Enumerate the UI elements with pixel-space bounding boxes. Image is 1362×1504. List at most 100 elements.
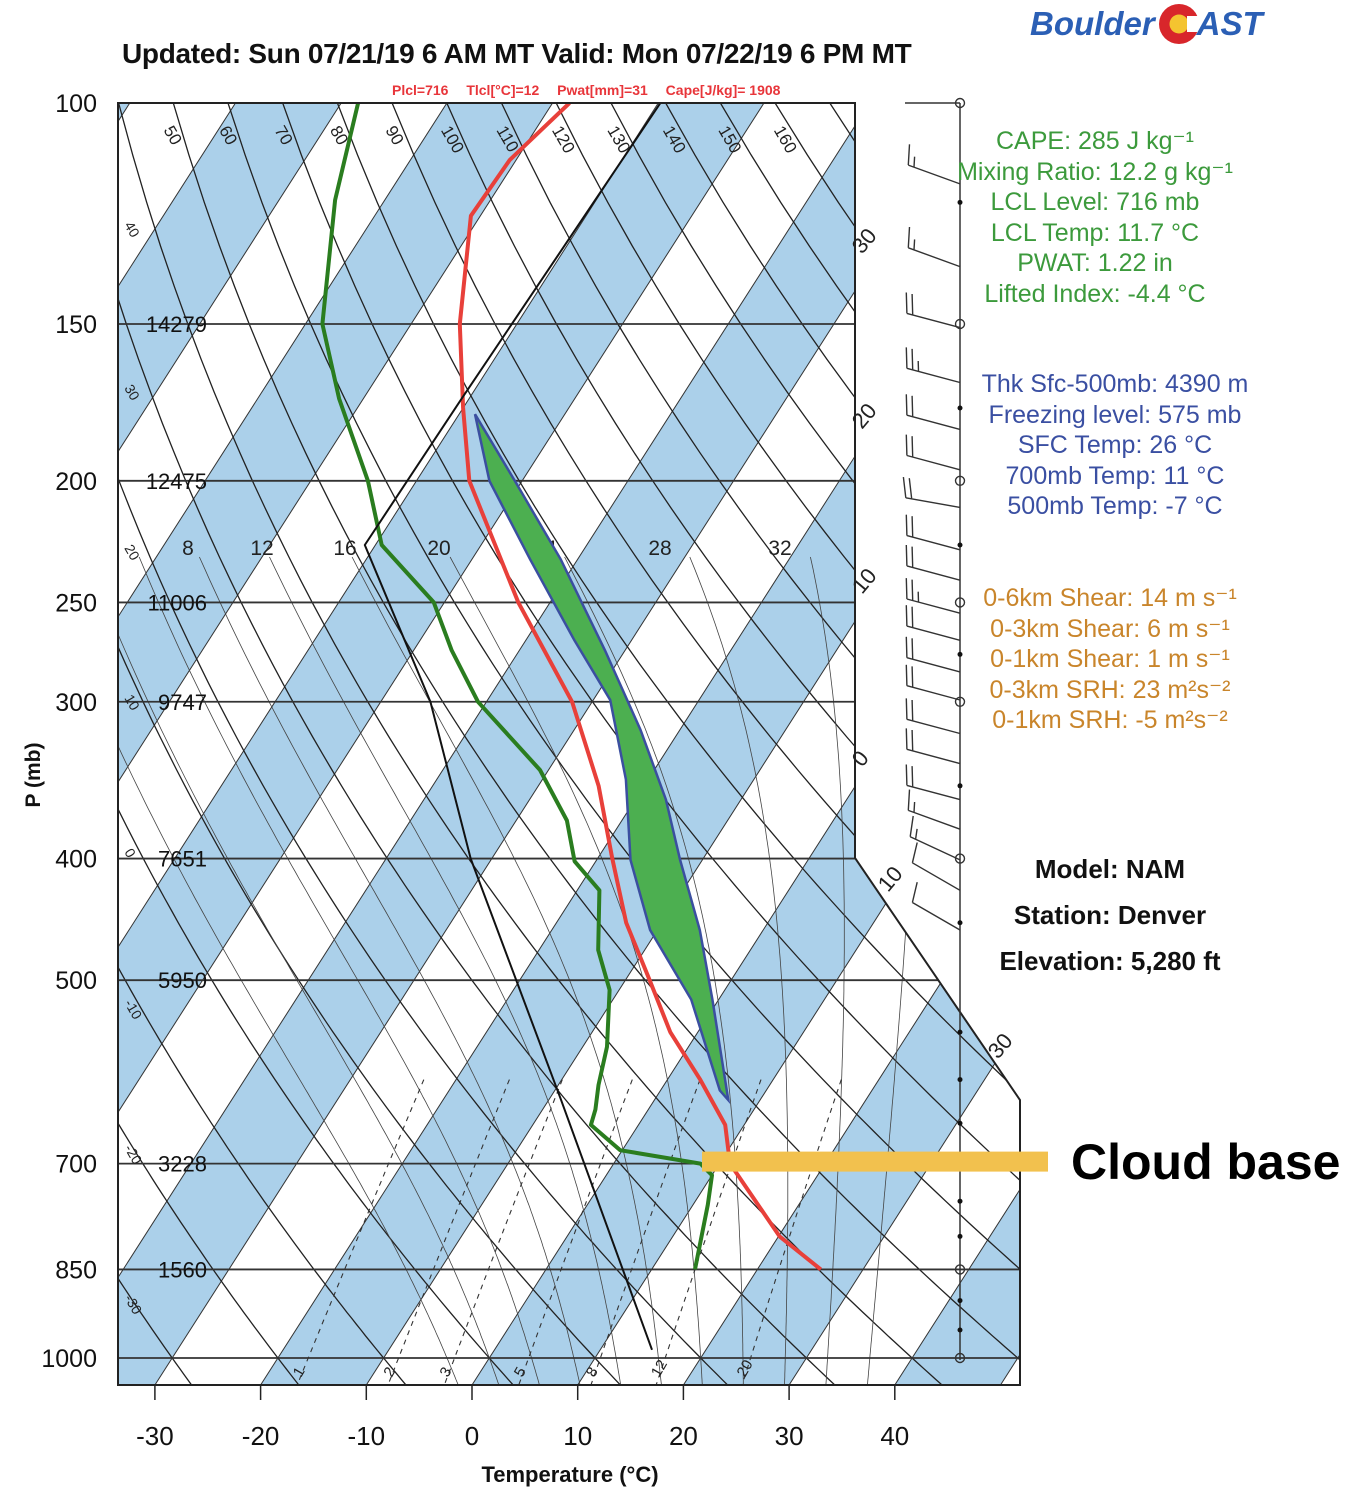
x-tick-label: 10 bbox=[563, 1421, 592, 1451]
pressure-tick-label: 500 bbox=[55, 967, 97, 995]
pressure-tick-label: 100 bbox=[55, 90, 97, 118]
wind-barb bbox=[905, 636, 961, 673]
x-tick-label: -20 bbox=[242, 1421, 280, 1451]
height-label: 3228 bbox=[158, 1152, 207, 1177]
wind-level-dot bbox=[957, 1298, 963, 1304]
moist-adiabat bbox=[351, 556, 663, 1385]
stat-shear-0-3: 0-3km Shear: 6 m s⁻¹ bbox=[990, 614, 1230, 643]
wind-barb bbox=[905, 664, 961, 701]
mixing-ratio-label: 3 bbox=[437, 1364, 456, 1380]
pressure-tick-label: 150 bbox=[55, 311, 97, 339]
pressure-tick-label: 1000 bbox=[41, 1345, 97, 1373]
dry-adiabat bbox=[118, 103, 626, 1385]
wind-level-dot bbox=[957, 199, 963, 205]
x-tick-label: -30 bbox=[136, 1421, 174, 1451]
stat-lcl-level: LCL Level: 716 mb bbox=[990, 188, 1200, 216]
x-tick-label: 40 bbox=[880, 1421, 909, 1451]
moist-adiabat bbox=[449, 556, 703, 1385]
isotherm-line bbox=[0, 103, 24, 1385]
wind-level-dot bbox=[957, 1198, 963, 1204]
isotherm-line bbox=[118, 103, 659, 1385]
moist-adiabat bbox=[199, 556, 582, 1385]
isotherm-band bbox=[118, 103, 976, 1385]
pressure-tick-label: 200 bbox=[55, 468, 97, 496]
wind-barb bbox=[905, 434, 961, 471]
height-label: 1560 bbox=[158, 1257, 207, 1282]
stat-freezing-level: Freezing level: 575 mb bbox=[988, 400, 1242, 429]
wind-level-circle bbox=[954, 475, 966, 486]
x-tick-label: 30 bbox=[775, 1421, 804, 1451]
wind-barb bbox=[905, 347, 961, 384]
isotherm-line bbox=[118, 103, 131, 1385]
mixing-ratio-line bbox=[740, 1079, 842, 1385]
height-label: 5950 bbox=[158, 968, 207, 993]
moist-adiabat bbox=[866, 556, 917, 1385]
chart-title: Updated: Sun 07/21/19 6 AM MT Valid: Mon… bbox=[122, 38, 912, 69]
pressure-tick-label: 700 bbox=[55, 1151, 97, 1179]
plot-frame bbox=[117, 102, 1021, 1386]
isotherm-line bbox=[118, 103, 554, 1385]
wind-barb bbox=[905, 605, 961, 641]
cloud-base-marker bbox=[702, 1151, 1048, 1172]
moist-adiabat-label: 8 bbox=[182, 537, 194, 560]
wind-barb bbox=[905, 514, 961, 551]
dry-adiabat bbox=[227, 103, 1020, 1385]
isotherm-line bbox=[118, 103, 871, 1385]
dry-adiabat bbox=[118, 103, 518, 1385]
plcl-index: Plcl=716 bbox=[392, 82, 449, 98]
cape-area bbox=[473, 413, 731, 1105]
wind-barbs bbox=[902, 97, 966, 1364]
wind-level-dot bbox=[957, 1233, 963, 1239]
mixing-ratio-line bbox=[441, 1079, 563, 1385]
stat-sfc-temp: SFC Temp: 26 °C bbox=[1017, 431, 1213, 459]
station-name: Station: Denver bbox=[1013, 900, 1207, 930]
x-axis-title: Temperature (°C) bbox=[481, 1462, 658, 1487]
wind-barb bbox=[907, 144, 961, 185]
dewpoint-line bbox=[320, 103, 714, 1270]
wind-level-dot bbox=[957, 405, 963, 411]
isotherm-line bbox=[154, 103, 976, 1385]
profiles bbox=[320, 103, 823, 1351]
x-tick-label: -10 bbox=[348, 1421, 386, 1451]
mixing-ratio-line bbox=[294, 1079, 425, 1385]
moist-adiabat bbox=[689, 556, 789, 1385]
wind-barb bbox=[909, 815, 961, 861]
wind-level-circle bbox=[954, 1352, 966, 1364]
mixing-ratio-label: 12 bbox=[648, 1357, 671, 1380]
logo-text-2: AST bbox=[1196, 5, 1263, 42]
isotherm-band bbox=[683, 103, 1020, 1385]
wind-level-circle bbox=[954, 853, 966, 864]
station-elevation: Elevation: 5,280 ft bbox=[999, 946, 1221, 976]
isotherm-band bbox=[118, 103, 764, 1385]
isotherm-band bbox=[118, 103, 553, 1385]
dry-adiabat-label: 160 bbox=[770, 123, 801, 157]
height-label: 14279 bbox=[146, 312, 207, 337]
stat-lifted-index: Lifted Index: -4.4 °C bbox=[984, 279, 1206, 308]
thermo-stats: CAPE: 285 J kg⁻¹ Mixing Ratio: 12.2 g kg… bbox=[955, 126, 1235, 309]
moist-adiabat-label: 12 bbox=[250, 537, 273, 560]
dry-adiabat-label: 120 bbox=[548, 123, 579, 157]
cloud-base-label: Cloud base bbox=[1071, 1134, 1341, 1190]
moist-adiabat bbox=[810, 556, 845, 1385]
indices-header: Plcl=716 Tlcl[°C]=12 Pwat[mm]=31 Cape[J/… bbox=[392, 82, 794, 98]
wind-barb bbox=[907, 226, 961, 268]
wind-barb bbox=[905, 764, 961, 801]
dry-adiabat bbox=[336, 103, 1020, 1385]
logo-text-1: Boulder bbox=[1030, 5, 1155, 42]
x-tick-label: 0 bbox=[465, 1421, 479, 1451]
isotherm-line bbox=[118, 103, 342, 1385]
moist-adiabat bbox=[118, 556, 461, 1385]
moist-adiabat-label: 32 bbox=[768, 537, 791, 560]
moist-adiabat bbox=[269, 556, 622, 1385]
logo-c-icon bbox=[1158, 4, 1201, 44]
y-axis-title: P (mb) bbox=[22, 743, 45, 808]
wind-barb bbox=[902, 477, 961, 509]
height-label: 11006 bbox=[147, 590, 207, 615]
mixing-ratio-line bbox=[654, 1079, 762, 1385]
pressure-tick-label: 400 bbox=[55, 846, 97, 874]
dry-adiabat bbox=[500, 103, 1020, 1385]
wind-barb bbox=[907, 789, 961, 830]
dry-adiabat bbox=[118, 103, 948, 1385]
dry-adiabat bbox=[446, 103, 1020, 1385]
